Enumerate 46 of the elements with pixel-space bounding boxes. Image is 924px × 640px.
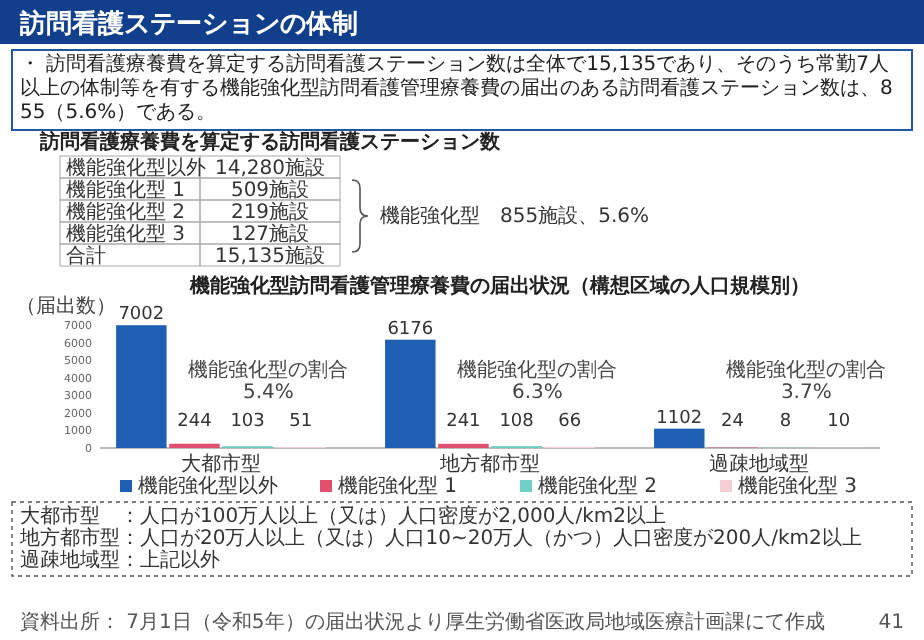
- legend-label: 機能強化型以外: [138, 474, 278, 498]
- text: 15,135施設: [215, 244, 325, 268]
- x-tick-label: 地方都市型: [438, 452, 540, 476]
- data-label: 7002: [118, 305, 165, 326]
- data-label: 6176: [387, 319, 434, 340]
- text: 509施設: [230, 178, 310, 202]
- x-tick-label: 大都市型: [181, 452, 262, 476]
- text: 機能強化型 1: [66, 178, 186, 202]
- annotation: 機能強化型の割合 5.4%: [188, 358, 349, 404]
- y-axis-title: （届出数）: [16, 294, 116, 318]
- text: 機能強化型 2: [66, 200, 186, 224]
- text: ・ 訪問看護療養費を算定する訪問看護ステーション数は全体で15,135であり、そのうち常勤7人以上の体制等を有する機能強化型訪問看護管理療養費の届出のある訪問看護ステーション数は、855（5.6%）である。: [20, 52, 893, 124]
- text: 127施設: [230, 222, 310, 246]
- text: 訪問看護ステーションの体制: [18, 8, 358, 40]
- data-label: 8: [779, 412, 792, 432]
- text: 訪問看護療養費を算定する訪問看護ステーション数: [38, 130, 502, 154]
- text: 219施設: [230, 200, 310, 224]
- data-label: 1102: [656, 408, 703, 429]
- text: 機能強化型以外: [66, 156, 206, 180]
- text: 機能強化型 855施設、5.6%: [380, 204, 649, 228]
- data-label: 10: [827, 412, 851, 432]
- bar: [116, 325, 167, 448]
- data-label: 103: [230, 412, 265, 432]
- data-label: 24: [720, 412, 745, 432]
- data-label: 241: [446, 412, 481, 432]
- chart-title: 機能強化型訪問看護管理療養費の届出状況（構想区域の人口規模別）: [188, 274, 810, 298]
- annotation: 機能強化型の割合 6.3%: [457, 358, 618, 404]
- data-label: 108: [499, 412, 535, 432]
- annotation: 機能強化型の割合 3.7%: [726, 358, 887, 404]
- data-label: 66: [558, 412, 582, 432]
- legend-label: 機能強化型 1: [338, 474, 458, 498]
- x-tick-label: 過疎地域型: [708, 452, 809, 476]
- text: 地方都市型：人口が20万人以上（又は）人口10~20万人（かつ）人口密度が200人/km2以上: [18, 526, 862, 550]
- text: 大都市型 ：人口が100万人以上（又は）人口密度が2,000人/km2以上: [20, 504, 666, 528]
- text: 機能強化型 3: [66, 222, 186, 246]
- text: 41: [878, 612, 904, 634]
- bar: [654, 428, 705, 448]
- data-label: 51: [289, 412, 313, 432]
- legend-label: 機能強化型 3: [738, 474, 858, 498]
- text: 14,280施設: [215, 156, 325, 180]
- data-label: 244: [177, 412, 213, 432]
- legend-label: 機能強化型 2: [538, 474, 658, 498]
- text: 合計: [66, 244, 106, 268]
- bar: [385, 339, 436, 448]
- text: 過疎地域型：上記以外: [20, 548, 220, 572]
- text: 資料出所： 7月1日（令和5年）の届出状況より厚生労働省医政局地域医療計画課にて作成: [20, 610, 825, 634]
